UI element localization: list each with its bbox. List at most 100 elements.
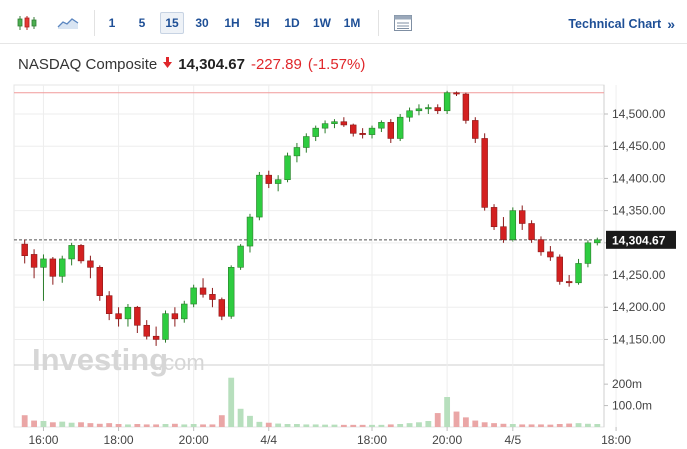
table-icon[interactable] <box>392 12 414 34</box>
down-arrow-icon <box>163 57 173 71</box>
candle-body <box>387 122 395 139</box>
price-chart[interactable]: Investing .com 14,500.00 14,450.00 14,400.… <box>0 80 687 449</box>
volume-bar <box>96 423 103 427</box>
candle <box>584 240 592 268</box>
volume-bar <box>265 422 272 427</box>
chart-grid <box>13 84 617 428</box>
investing-watermark: Investing .com <box>32 342 205 377</box>
candle-body <box>181 303 188 320</box>
candle-body <box>556 256 563 282</box>
volume-bar <box>472 420 479 427</box>
interval-button-1[interactable]: 1 <box>108 16 116 30</box>
candle-body <box>303 136 310 148</box>
candle-body <box>575 263 582 284</box>
candle-body <box>59 258 66 277</box>
volume-bar <box>350 424 357 427</box>
candle <box>406 107 413 122</box>
candle <box>265 170 272 189</box>
volume-tick-label: 200m <box>612 377 642 391</box>
candle-body <box>87 260 94 268</box>
price-change: -227.89 <box>250 56 302 73</box>
candle-body <box>500 226 507 240</box>
candle-body <box>49 258 57 277</box>
candle-body <box>481 138 488 208</box>
candle <box>312 125 319 142</box>
candle-body <box>124 306 132 320</box>
price-tick-label: 14,350.00 <box>612 204 666 218</box>
volume-bar <box>237 408 244 427</box>
candle <box>143 320 150 340</box>
candle-body <box>434 107 441 112</box>
candlestick-chart-icon[interactable] <box>14 12 40 34</box>
candle-body <box>594 239 601 244</box>
candle <box>462 92 470 124</box>
candle-body <box>171 313 179 320</box>
volume-bar <box>115 424 122 427</box>
candle <box>547 246 554 261</box>
volume-bar <box>406 423 413 427</box>
interval-button-5h[interactable]: 5H <box>254 16 270 30</box>
candle-body <box>528 223 535 240</box>
price-tick-label: 14,250.00 <box>612 268 666 282</box>
time-tick-label: 18:00 <box>104 433 134 447</box>
price-tick-label: 14,500.00 <box>612 107 666 121</box>
candle-body <box>425 107 432 110</box>
candle-body <box>359 133 366 135</box>
candle-body <box>509 210 517 240</box>
volume-bar <box>519 424 526 427</box>
area-chart-icon[interactable] <box>56 12 80 34</box>
volume-bar <box>453 411 460 427</box>
candle-body <box>162 313 169 340</box>
volume-bar <box>585 423 591 427</box>
volume-bar <box>209 424 216 427</box>
candle <box>575 258 582 285</box>
volume-bar <box>397 424 404 427</box>
candle <box>134 305 141 334</box>
interval-button-1w[interactable]: 1W <box>313 16 331 30</box>
volume-bar <box>575 423 582 427</box>
candle-body <box>218 299 226 317</box>
candle <box>68 242 75 266</box>
candle <box>481 133 488 211</box>
time-tick-label: 18:00 <box>601 433 631 447</box>
candle-body <box>321 123 329 129</box>
interval-button-5[interactable]: 5 <box>138 16 146 30</box>
interval-button-30[interactable]: 30 <box>195 16 209 30</box>
volume-bar <box>378 424 385 427</box>
candle <box>87 255 94 279</box>
interval-button-15[interactable]: 15 <box>160 12 184 34</box>
price-tick-label: 14,400.00 <box>612 171 666 185</box>
candle-body <box>378 122 385 129</box>
volume-bar <box>462 417 469 427</box>
candle-body <box>96 267 104 296</box>
candle-body <box>518 210 526 224</box>
candle <box>368 125 376 139</box>
candle-body <box>21 243 28 257</box>
candle <box>77 244 85 264</box>
candle <box>378 120 385 133</box>
volume-bar <box>134 424 141 427</box>
interval-button-1m[interactable]: 1M <box>343 16 361 30</box>
candle-body <box>40 258 47 268</box>
volume-bar <box>303 424 310 427</box>
candle-body <box>368 127 376 135</box>
candle <box>190 284 197 308</box>
candle <box>293 142 301 163</box>
volume-bar <box>200 424 206 427</box>
time-tick-label: 4/4 <box>260 433 277 447</box>
candle <box>162 310 169 343</box>
interval-button-1h[interactable]: 1H <box>224 16 240 30</box>
volume-bar <box>78 422 84 427</box>
candle-body <box>312 127 319 137</box>
toolbar-divider <box>378 10 379 36</box>
toolbar-divider <box>94 10 95 36</box>
technical-chart-link[interactable]: Technical Chart » <box>568 16 675 32</box>
interval-button-1d[interactable]: 1D <box>284 16 300 30</box>
candle-body <box>143 324 150 337</box>
candle <box>218 297 226 321</box>
candle <box>40 254 47 301</box>
watermark-brand: Investing <box>32 342 168 377</box>
candle <box>49 256 57 285</box>
price-change-percent: (-1.57%) <box>307 56 366 73</box>
candle-body <box>190 287 197 305</box>
